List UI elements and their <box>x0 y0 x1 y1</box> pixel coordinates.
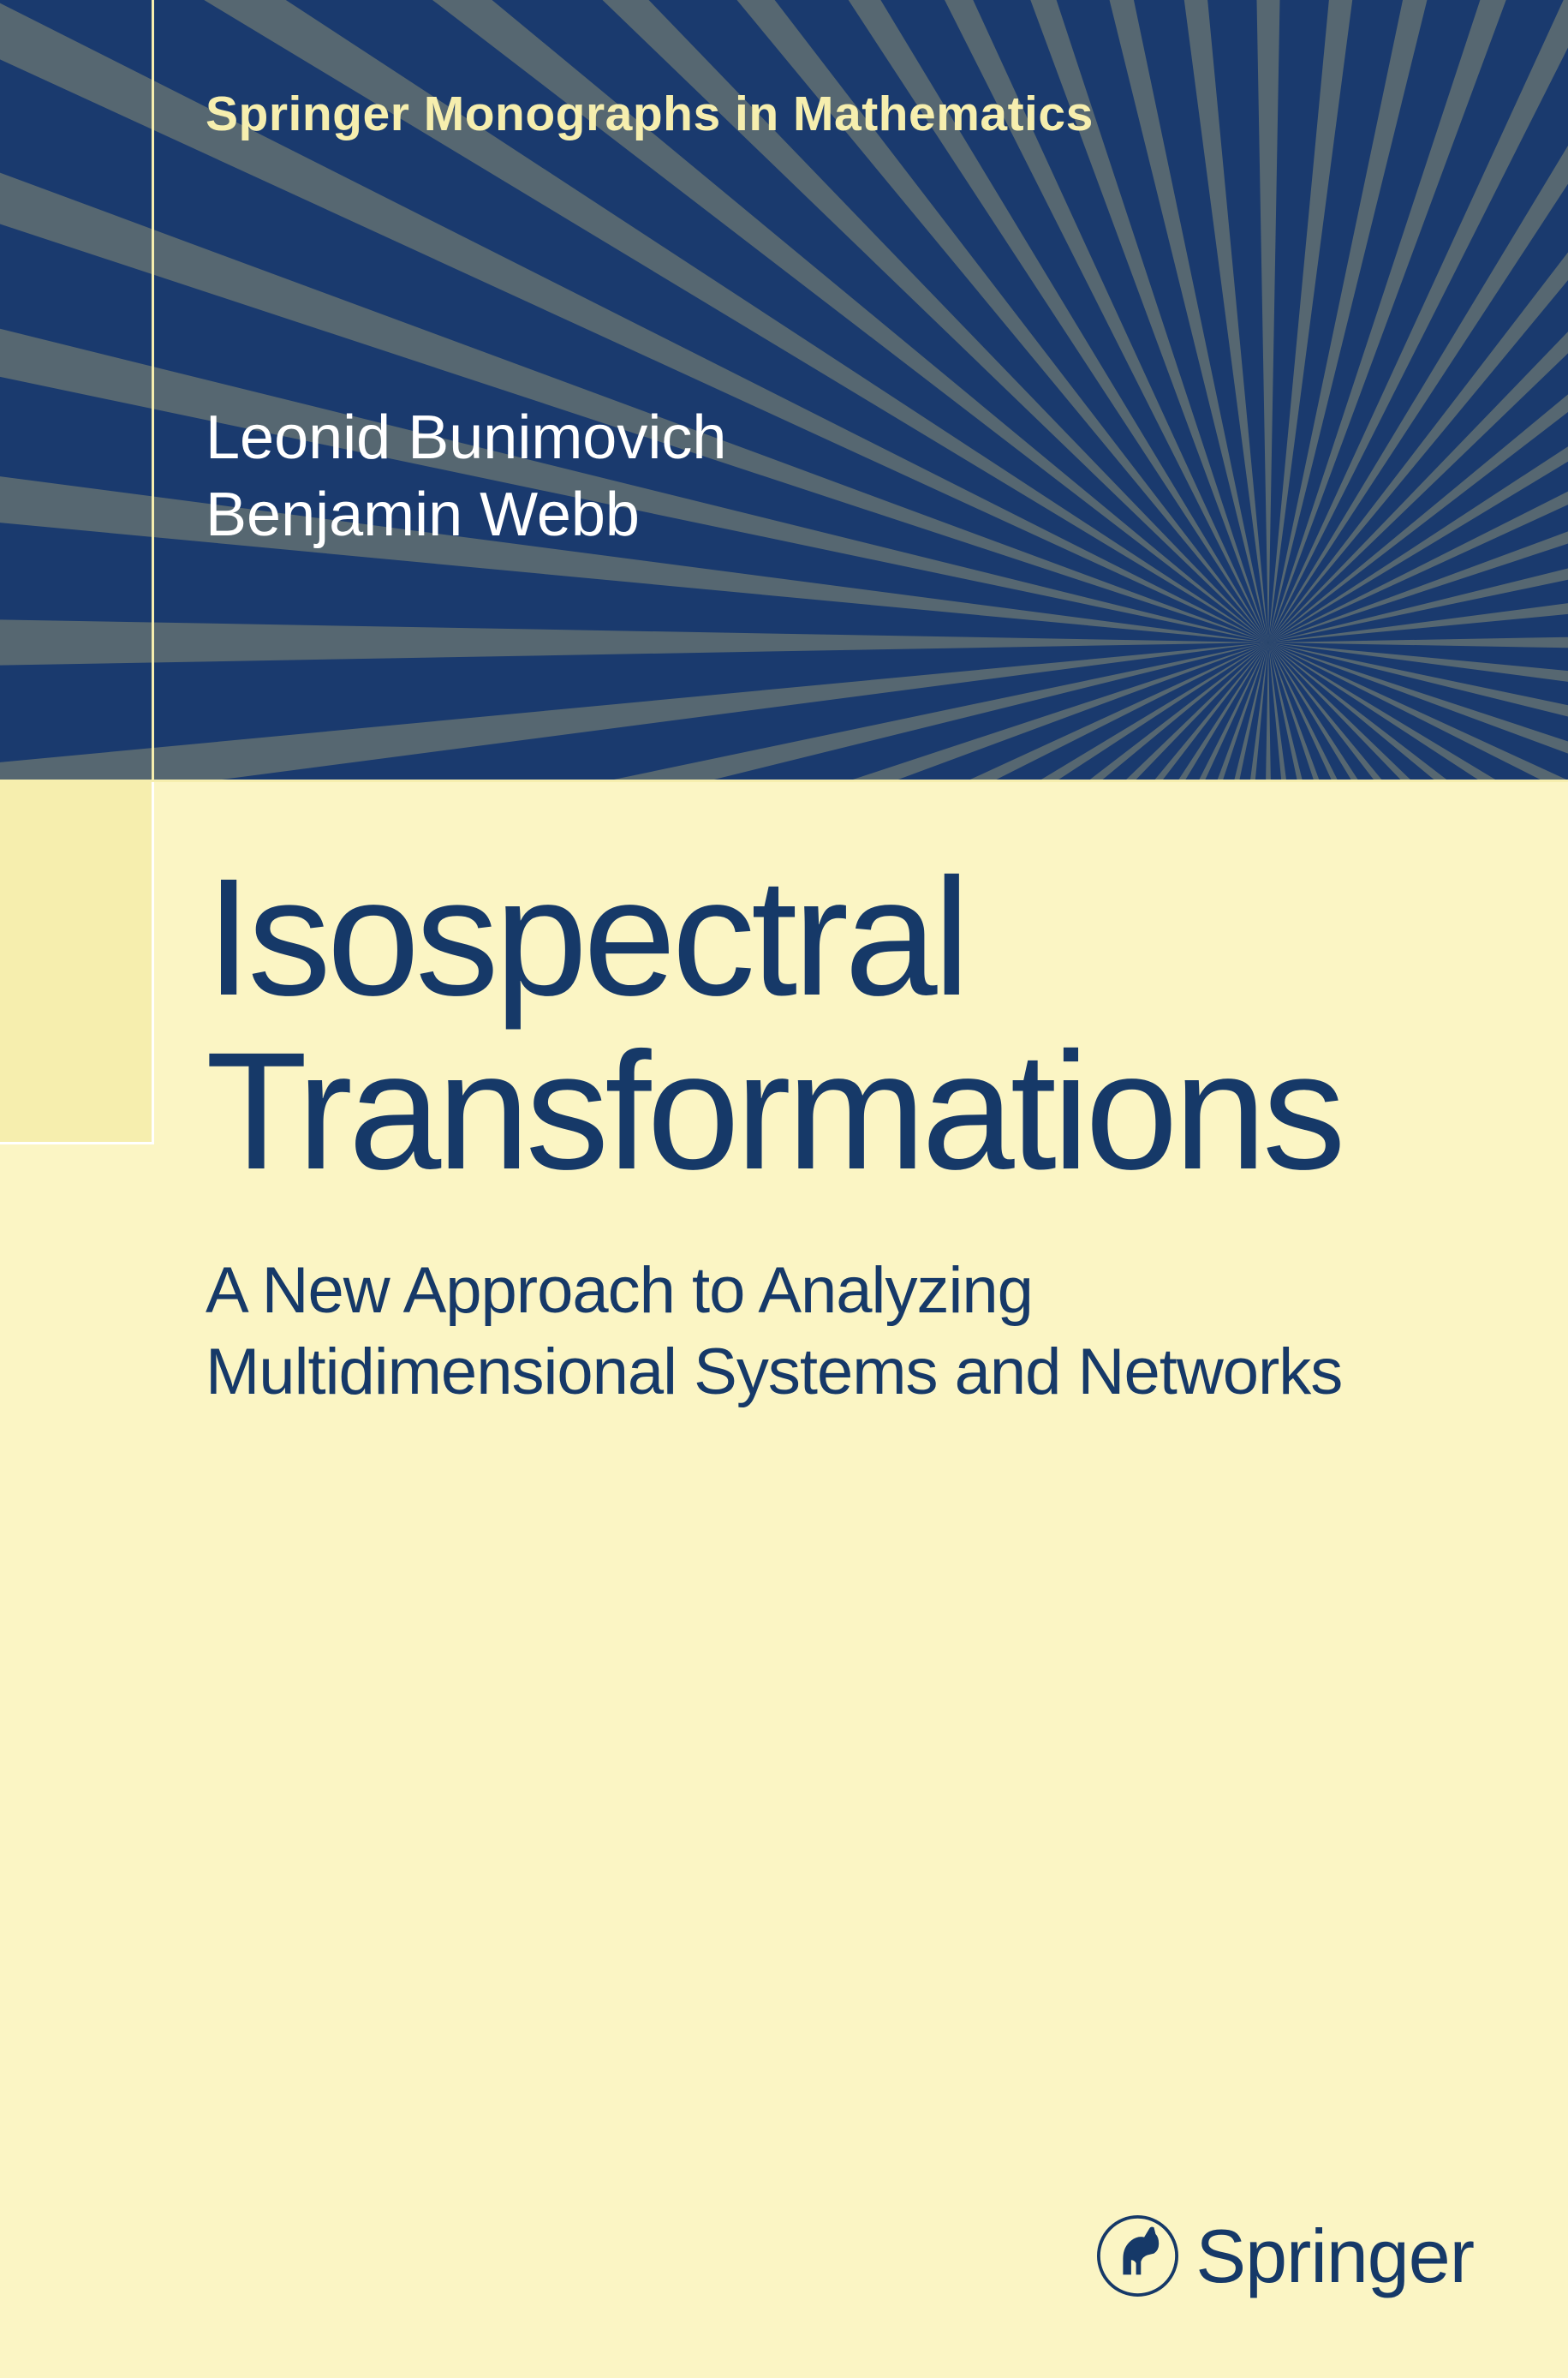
author-1: Leonid Bunimovich <box>206 399 1517 476</box>
subtitle: A New Approach to Analyzing Multidimensi… <box>206 1250 1499 1413</box>
left-bar-bottom <box>0 782 154 2378</box>
left-bar-top <box>0 0 154 780</box>
left-accent-lower <box>0 1144 154 2378</box>
title-line-1: Isospectral <box>206 851 1499 1025</box>
main-content: Isospectral Transformations A New Approa… <box>154 782 1568 2378</box>
book-cover: Springer Monographs in Mathematics Leoni… <box>0 0 1568 2378</box>
header-content: Springer Monographs in Mathematics Leoni… <box>154 0 1568 780</box>
subtitle-line-2: Multidimensional Systems and Networks <box>206 1331 1499 1413</box>
publisher-block: Springer <box>1097 2211 1474 2301</box>
book-title: Isospectral Transformations <box>206 851 1499 1198</box>
subtitle-line-1: A New Approach to Analyzing <box>206 1250 1499 1331</box>
left-accent-upper <box>0 782 154 1142</box>
springer-horse-icon <box>1097 2211 1178 2301</box>
title-line-2: Transformations <box>206 1025 1499 1198</box>
header-section: Springer Monographs in Mathematics Leoni… <box>0 0 1568 780</box>
body-section: Isospectral Transformations A New Approa… <box>0 782 1568 2378</box>
authors-block: Leonid Bunimovich Benjamin Webb <box>206 399 1517 553</box>
author-2: Benjamin Webb <box>206 476 1517 553</box>
series-title: Springer Monographs in Mathematics <box>206 86 1517 142</box>
publisher-name: Springer <box>1195 2213 1474 2300</box>
